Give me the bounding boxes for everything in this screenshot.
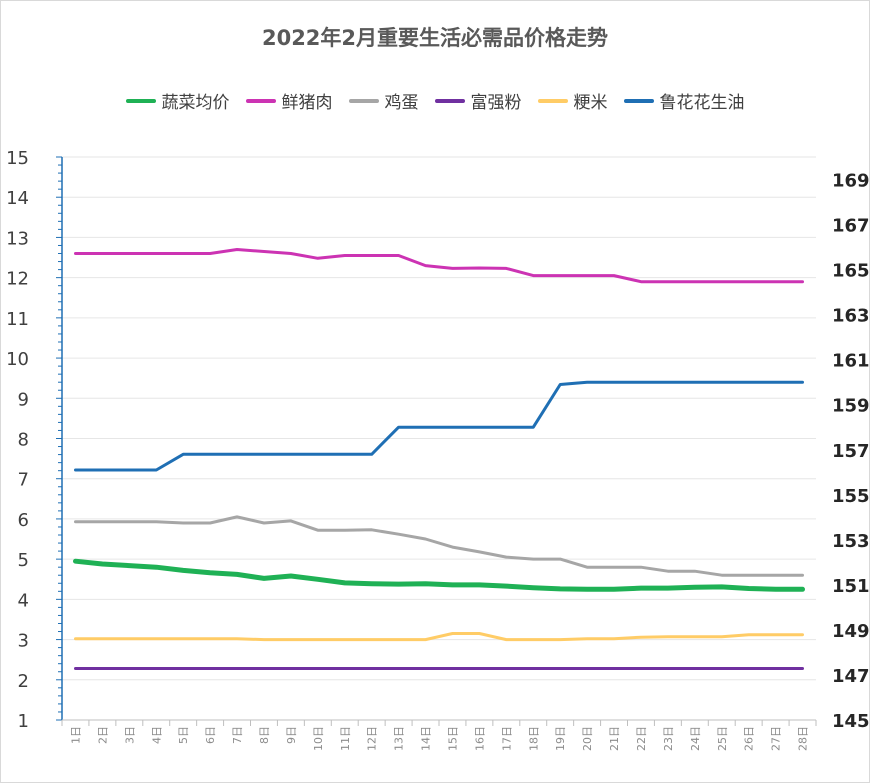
y-axis-left-tick-label: 9 [18, 389, 29, 410]
legend-item: 鲁花花生油 [623, 88, 745, 113]
legend-label: 富强粉 [470, 93, 522, 113]
y-axis-right-tick-label: 159 [832, 396, 870, 417]
legend-item: 富强粉 [434, 88, 522, 113]
y-axis-left-tick-label: 1 [18, 711, 29, 732]
x-axis-tick-label: 3日 [123, 726, 136, 744]
y-axis-left-tick-label: 4 [18, 590, 29, 611]
y-axis-right-tick-label: 161 [832, 351, 870, 372]
x-axis-tick-label: 25日 [716, 726, 729, 751]
legend-swatch [245, 98, 276, 103]
x-axis-tick-label: 5日 [177, 726, 190, 744]
legend-label: 鲜猪肉 [281, 93, 333, 113]
x-axis-tick-label: 28日 [797, 726, 810, 751]
y-axis-right-tick-label: 157 [832, 441, 870, 462]
x-axis-tick-label: 23日 [662, 726, 675, 751]
x-axis-tick-label: 12日 [366, 726, 379, 751]
series-line [73, 558, 805, 592]
x-axis-tick-label: 22日 [635, 726, 648, 751]
series-line [74, 515, 804, 577]
x-axis-tick-label: 26日 [743, 726, 756, 751]
y-axis-right-tick-label: 151 [832, 576, 870, 597]
x-axis-tick-label: 11日 [339, 726, 352, 751]
x-axis-tick-label: 7日 [231, 726, 244, 744]
series-line [74, 248, 804, 284]
x-axis-tick-label: 15日 [446, 726, 459, 751]
legend-swatch [537, 98, 568, 103]
y-axis-right-tick-label: 145 [832, 711, 870, 732]
legend-item: 鲜猪肉 [245, 88, 333, 113]
x-axis-tick-label: 10日 [312, 726, 325, 751]
y-axis-right-tick-label: 149 [832, 621, 870, 642]
y-axis-right-tick-label: 169 [832, 171, 870, 192]
x-axis-tick-label: 13日 [393, 726, 406, 751]
legend-label: 粳米 [573, 93, 608, 113]
legend-label: 鲁花花生油 [659, 93, 745, 113]
x-axis-tick-label: 24日 [689, 726, 702, 751]
y-axis-left-tick-label: 10 [6, 349, 29, 370]
y-axis-right-tick-label: 155 [832, 486, 870, 507]
y-axis-left-tick-label: 13 [6, 228, 29, 249]
x-axis-tick-label: 18日 [527, 726, 540, 751]
series-line [74, 632, 804, 642]
x-axis-tick-label: 17日 [500, 726, 513, 751]
x-axis-tick-label: 6日 [204, 726, 217, 744]
legend-item: 粳米 [537, 88, 608, 113]
y-axis-right-tick-label: 167 [832, 216, 870, 237]
legend-swatch [623, 98, 654, 103]
legend-label: 蔬菜均价 [161, 93, 230, 113]
series-line [74, 380, 804, 472]
legend-item: 蔬菜均价 [125, 88, 230, 113]
x-axis-tick-label: 1日 [69, 726, 82, 744]
x-axis-tick-label: 16日 [473, 726, 486, 751]
x-axis-tick-label: 8日 [258, 726, 271, 744]
y-axis-right-tick-label: 147 [832, 666, 870, 687]
y-axis-right-tick-label: 163 [832, 306, 870, 327]
legend-swatch [348, 98, 379, 103]
y-axis-right-tick-label: 153 [832, 531, 870, 552]
x-axis-tick-label: 27日 [770, 726, 783, 751]
y-axis-left-tick-label: 3 [18, 631, 29, 652]
y-axis-left-tick-label: 7 [18, 470, 29, 491]
y-axis-left-tick-label: 11 [6, 309, 29, 330]
x-axis-tick-label: 4日 [150, 726, 163, 744]
x-axis-tick-label: 9日 [285, 726, 298, 744]
y-axis-left-tick-label: 6 [18, 510, 29, 531]
chart-title: 2022年2月重要生活必需品价格走势 [261, 26, 609, 50]
y-axis-left-tick-label: 2 [18, 671, 29, 692]
chart-legend: 蔬菜均价 鲜猪肉 鸡蛋 富强粉 粳米 鲁花花生油 [0, 88, 870, 113]
legend-item: 鸡蛋 [348, 88, 419, 113]
y-axis-left-tick-label: 12 [6, 269, 29, 290]
y-axis-left-tick-label: 5 [18, 550, 29, 571]
x-axis-tick-label: 14日 [420, 726, 433, 751]
x-axis-tick-label: 20日 [581, 726, 594, 751]
y-axis-right-tick-label: 165 [832, 261, 870, 282]
legend-swatch [434, 98, 465, 103]
x-axis-tick-label: 21日 [608, 726, 621, 751]
y-axis-left-tick-label: 14 [6, 188, 29, 209]
x-axis-tick-label: 2日 [96, 726, 109, 744]
y-axis-left-tick-label: 8 [18, 430, 29, 451]
x-axis-tick-label: 19日 [554, 726, 567, 751]
y-axis-left-tick-label: 15 [6, 148, 29, 169]
legend-label: 鸡蛋 [384, 93, 419, 113]
legend-swatch [125, 98, 156, 103]
